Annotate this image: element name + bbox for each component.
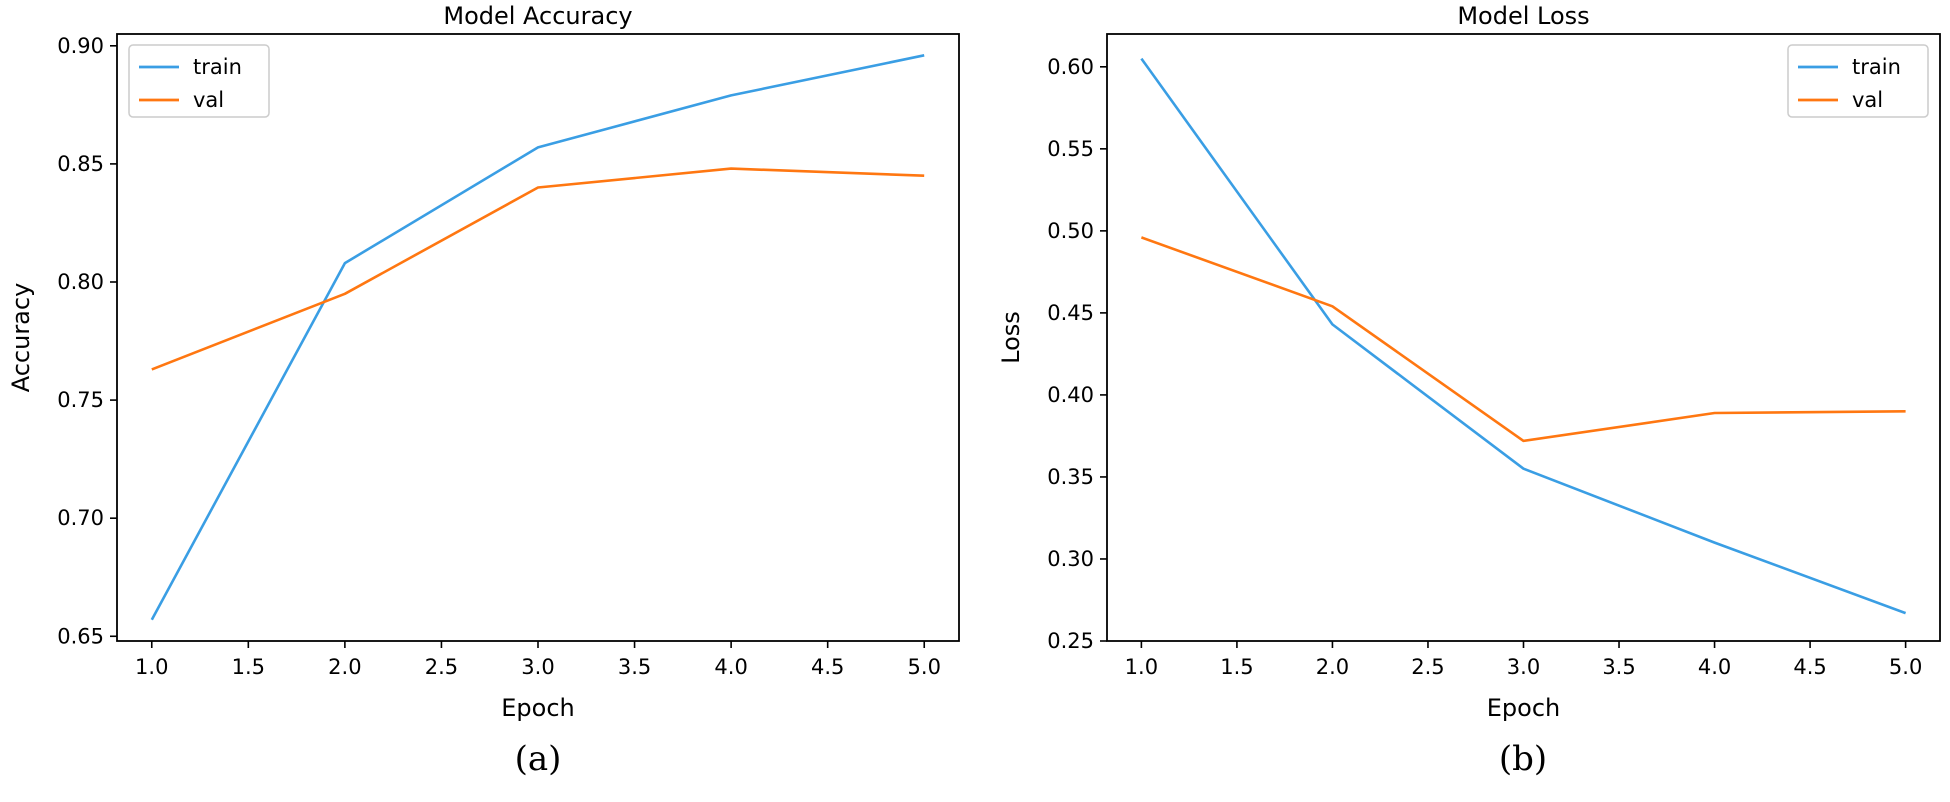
- y-tick-label: 0.55: [1047, 137, 1094, 161]
- series-line-val: [151, 167, 925, 371]
- legend: train val: [128, 44, 270, 118]
- x-tick-label: 3.0: [1507, 655, 1540, 679]
- y-tick-label: 0.80: [57, 270, 104, 294]
- x-tick-label: 1.5: [1220, 655, 1253, 679]
- y-tick-label: 0.65: [57, 624, 104, 648]
- legend-label-val: val: [1852, 88, 1883, 112]
- y-tick-label: 0.25: [1047, 629, 1094, 653]
- series-line-train: [1140, 57, 1907, 615]
- x-tick-label: 4.5: [811, 655, 844, 679]
- x-tick-label: 2.5: [425, 655, 458, 679]
- x-tick-label: 2.5: [1411, 655, 1444, 679]
- chart-panel-0: Model Accuracy 1.0 1.5 2.0 2.5 3.0 3.5 4.0 4.5 5.…: [7, 2, 960, 779]
- x-tick-label: 1.0: [1125, 655, 1158, 679]
- y-axis-title: Accuracy: [7, 283, 35, 393]
- series-line-val: [1140, 236, 1906, 443]
- y-tick-label: 0.30: [1047, 547, 1094, 571]
- x-axis-title: Epoch: [501, 694, 575, 722]
- y-tick-label: 0.60: [1047, 55, 1094, 79]
- x-tick-label: 5.0: [1889, 655, 1922, 679]
- chart-title: Model Accuracy: [443, 2, 632, 30]
- x-tick-label: 1.0: [135, 655, 168, 679]
- panel-caption: (b): [1499, 739, 1547, 779]
- x-tick-label: 4.0: [1698, 655, 1731, 679]
- y-tick-label: 0.70: [57, 506, 104, 530]
- x-tick-label: 4.0: [714, 655, 747, 679]
- plot-frame: [116, 33, 960, 642]
- x-tick-label: 5.0: [908, 655, 941, 679]
- x-tick-label: 3.5: [618, 655, 651, 679]
- chart-title: Model Loss: [1457, 2, 1589, 30]
- y-tick-label: 0.35: [1047, 465, 1094, 489]
- y-tick-label: 0.85: [57, 152, 104, 176]
- x-axis-title: Epoch: [1487, 694, 1561, 722]
- y-axis-title: Loss: [997, 311, 1025, 364]
- x-tick-label: 3.5: [1602, 655, 1635, 679]
- y-tick-label: 0.45: [1047, 301, 1094, 325]
- y-tick-label: 0.50: [1047, 219, 1094, 243]
- y-tick-label: 0.75: [57, 388, 104, 412]
- legend: train val: [1787, 44, 1929, 118]
- panel-caption: (a): [515, 739, 562, 779]
- x-tick-label: 3.0: [521, 655, 554, 679]
- x-tick-label: 2.0: [328, 655, 361, 679]
- legend-label-val: val: [193, 88, 224, 112]
- legend-label-train: train: [193, 55, 242, 79]
- legend-label-train: train: [1852, 55, 1901, 79]
- x-tick-label: 4.5: [1793, 655, 1826, 679]
- y-tick-label: 0.90: [57, 34, 104, 58]
- x-tick-label: 2.0: [1316, 655, 1349, 679]
- chart-panel-1: Model Loss 1.0 1.5 2.0 2.5 3.0 3.5 4.0 4.5 5.0 0.2…: [997, 2, 1941, 779]
- plot-frame: [1106, 33, 1941, 642]
- series-line-train: [150, 54, 925, 621]
- x-tick-label: 1.5: [232, 655, 265, 679]
- y-tick-label: 0.40: [1047, 383, 1094, 407]
